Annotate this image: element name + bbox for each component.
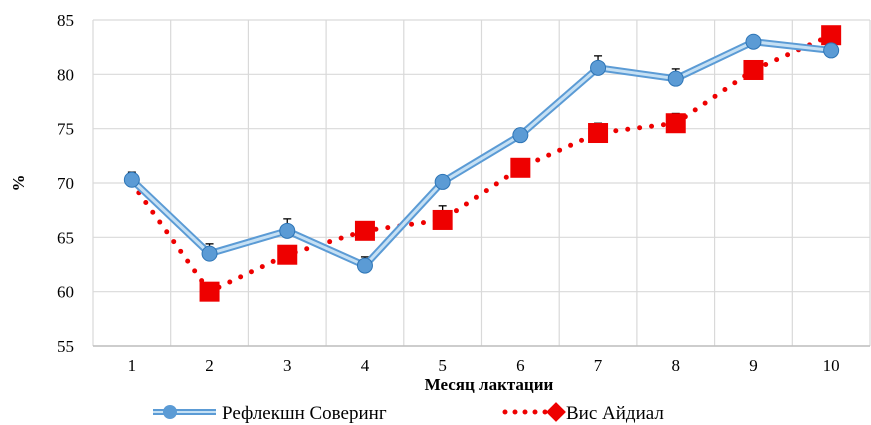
legend-label: Вис Айдиал xyxy=(566,403,664,424)
x-tick-label: 8 xyxy=(672,356,681,375)
data-point xyxy=(434,173,451,190)
data-point xyxy=(588,123,609,144)
data-point xyxy=(199,281,220,302)
y-tick-label: 85 xyxy=(57,11,74,30)
data-point xyxy=(201,245,218,262)
legend-item-reflection-sovering: Рефлекшн Соверинг xyxy=(153,403,387,424)
series-group xyxy=(123,25,842,302)
data-point xyxy=(665,113,686,134)
x-tick-label: 1 xyxy=(128,356,137,375)
x-tick-label: 7 xyxy=(594,356,603,375)
data-point xyxy=(277,244,298,265)
series-reflection-sovering xyxy=(123,33,840,274)
legend-item-vis-aidial: Вис Айдиал xyxy=(502,402,664,424)
data-point xyxy=(123,171,140,188)
data-point xyxy=(354,220,375,241)
y-tick-label: 55 xyxy=(57,337,74,356)
legend-swatch-marker xyxy=(163,405,177,419)
data-point xyxy=(743,59,764,80)
series-vis-aidial xyxy=(129,25,842,302)
x-axis-label: Месяц лактации xyxy=(425,375,554,394)
y-tick-label: 80 xyxy=(57,65,74,84)
data-point xyxy=(279,222,296,239)
series-line-highlight xyxy=(130,40,832,268)
grid xyxy=(92,19,871,347)
x-tick-label: 5 xyxy=(438,356,447,375)
data-point xyxy=(667,70,684,87)
legend-swatch-marker xyxy=(546,402,566,422)
x-tick-label: 3 xyxy=(283,356,292,375)
legend: Рефлекшн Соверинг Вис Айдиал xyxy=(153,402,664,424)
data-point xyxy=(356,257,373,274)
data-point xyxy=(745,33,762,50)
y-tick-label: 70 xyxy=(57,174,74,193)
x-tick-labels: 1 2 3 4 5 6 7 8 9 10 xyxy=(128,356,840,375)
series-line xyxy=(129,32,834,295)
data-point xyxy=(512,127,529,144)
y-tick-labels: 55 60 65 70 75 80 85 xyxy=(57,11,74,356)
x-tick-label: 9 xyxy=(749,356,758,375)
data-point xyxy=(510,157,531,178)
data-point xyxy=(590,59,607,76)
y-tick-label: 75 xyxy=(57,120,74,139)
y-tick-label: 65 xyxy=(57,228,74,247)
x-tick-label: 2 xyxy=(205,356,214,375)
data-point xyxy=(823,42,840,59)
y-axis-label: % xyxy=(9,175,28,192)
x-tick-label: 6 xyxy=(516,356,525,375)
data-point xyxy=(821,25,842,46)
legend-label: Рефлекшн Соверинг xyxy=(222,403,387,424)
y-tick-label: 60 xyxy=(57,283,74,302)
x-tick-label: 10 xyxy=(823,356,840,375)
x-tick-label: 4 xyxy=(361,356,370,375)
data-point xyxy=(432,209,453,230)
